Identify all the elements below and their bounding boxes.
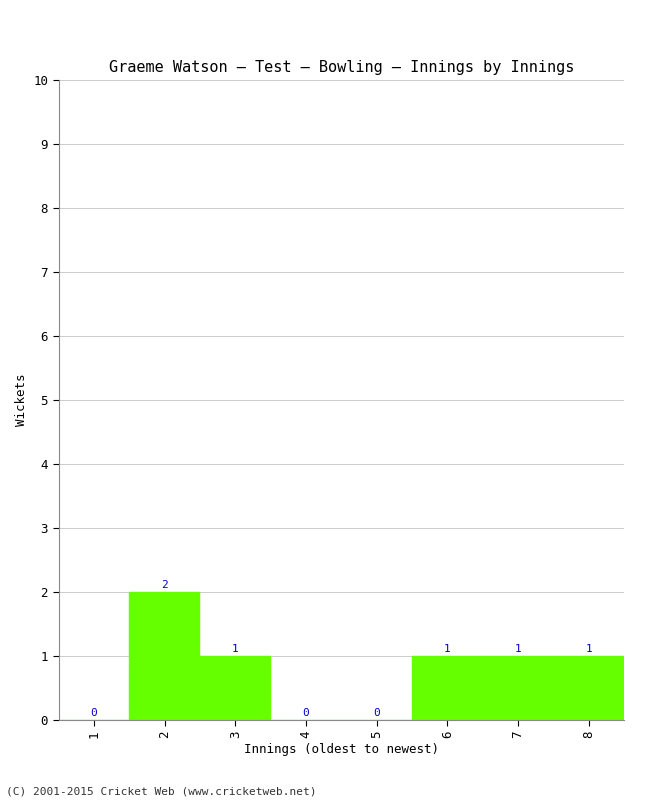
- Bar: [200, 656, 270, 720]
- Title: Graeme Watson – Test – Bowling – Innings by Innings: Graeme Watson – Test – Bowling – Innings…: [109, 60, 574, 74]
- Text: 1: 1: [515, 644, 521, 654]
- Text: 0: 0: [373, 708, 380, 718]
- Bar: [129, 592, 200, 720]
- Text: 0: 0: [90, 708, 98, 718]
- Text: 0: 0: [302, 708, 309, 718]
- Text: (C) 2001-2015 Cricket Web (www.cricketweb.net): (C) 2001-2015 Cricket Web (www.cricketwe…: [6, 786, 317, 796]
- Bar: [553, 656, 624, 720]
- Bar: [482, 656, 553, 720]
- Text: 1: 1: [585, 644, 592, 654]
- Y-axis label: Wickets: Wickets: [14, 374, 27, 426]
- Text: 1: 1: [444, 644, 450, 654]
- Bar: [412, 656, 482, 720]
- X-axis label: Innings (oldest to newest): Innings (oldest to newest): [244, 743, 439, 757]
- Text: 2: 2: [161, 580, 168, 590]
- Text: 1: 1: [232, 644, 239, 654]
